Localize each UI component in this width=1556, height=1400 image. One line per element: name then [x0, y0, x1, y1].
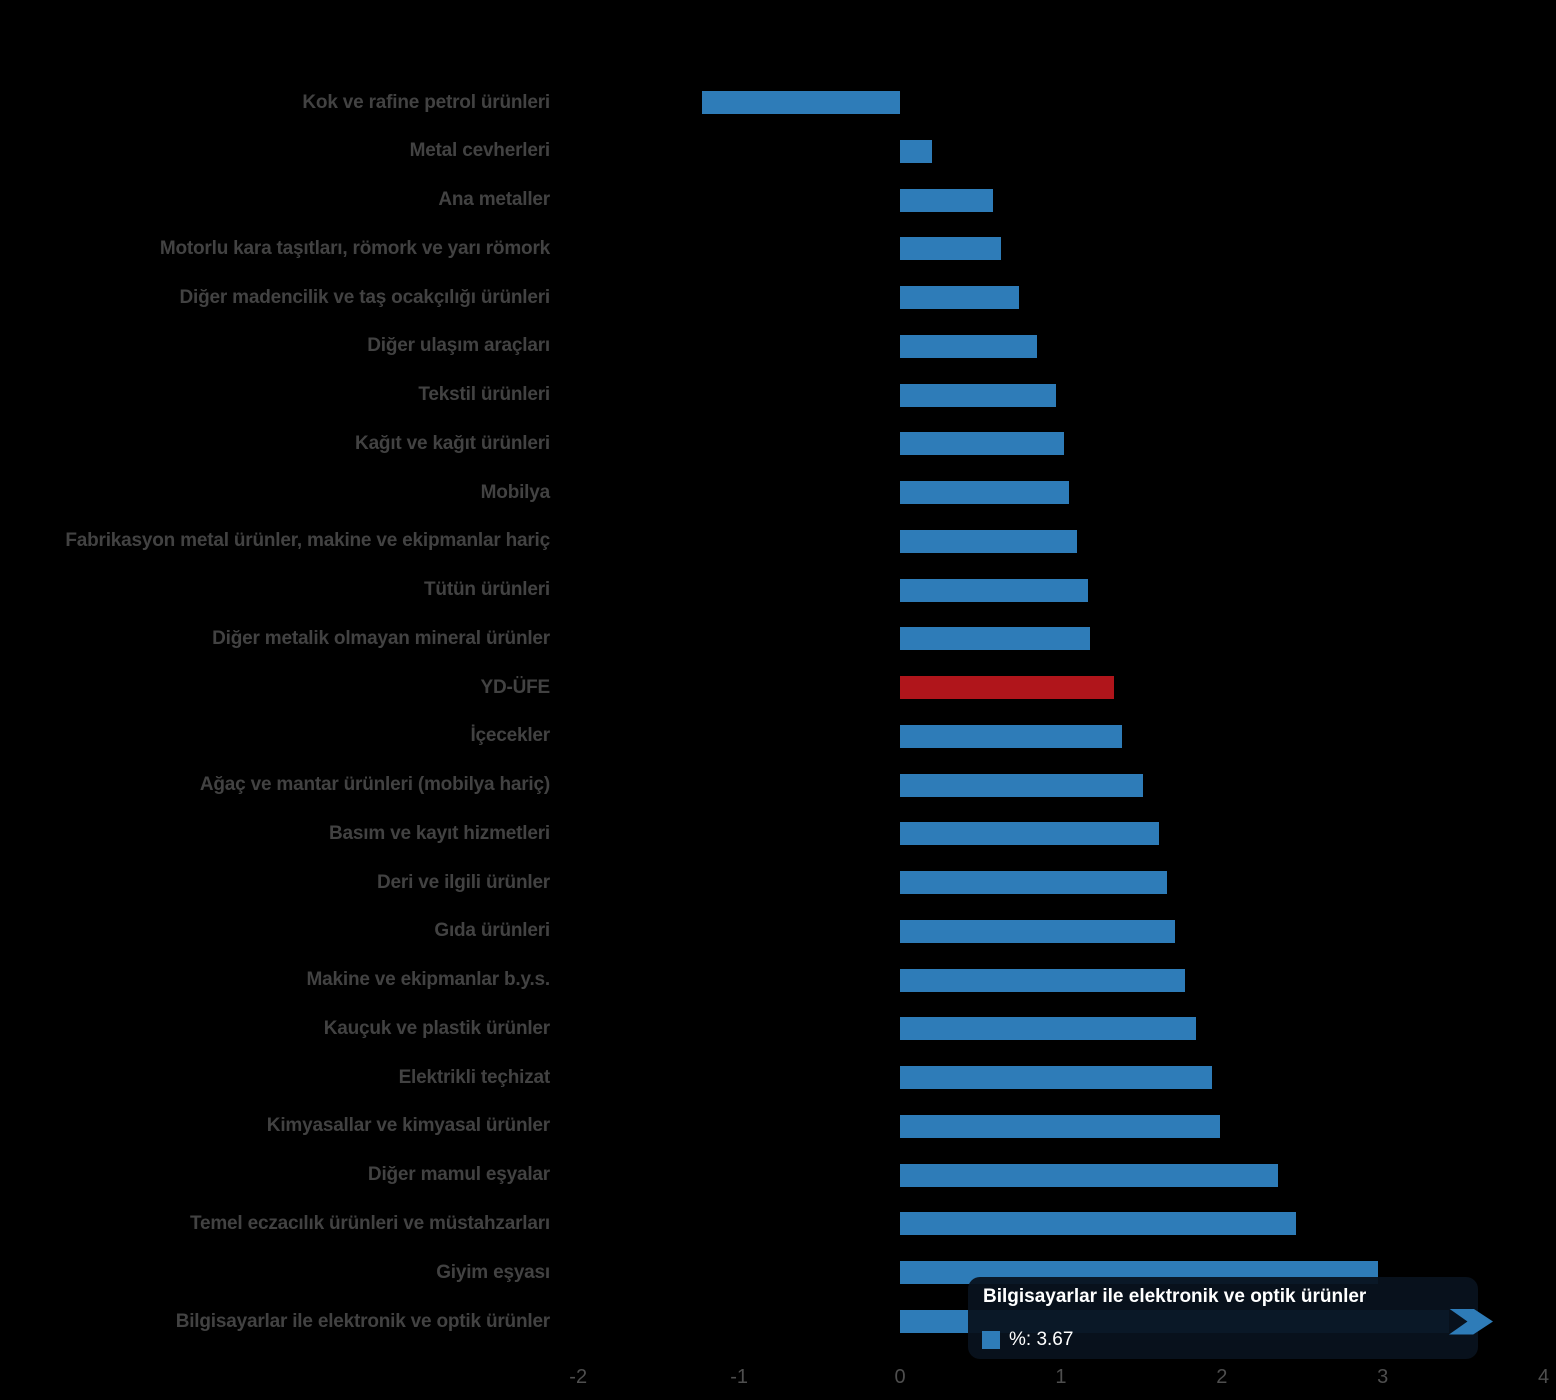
category-label-15: Basım ve kayıt hizmetleri — [329, 822, 550, 844]
category-label-10: Tütün ürünleri — [424, 579, 550, 601]
category-label-12: YD-ÜFE — [480, 676, 550, 698]
category-label-8: Mobilya — [480, 481, 551, 503]
bar-23[interactable] — [900, 1212, 1296, 1236]
bar-14[interactable] — [900, 773, 1143, 797]
bar-7[interactable] — [900, 432, 1065, 456]
bar-6[interactable] — [900, 383, 1057, 407]
category-label-20: Elektrikli teçhizat — [398, 1066, 551, 1088]
category-label-1: Metal cevherleri — [409, 140, 551, 162]
category-label-0: Kok ve rafine petrol ürünleri — [302, 91, 550, 113]
category-label-22: Diğer mamul eşyalar — [367, 1164, 550, 1186]
category-label-6: Tekstil ürünleri — [418, 384, 550, 406]
category-label-16: Deri ve ilgili ürünler — [377, 871, 550, 893]
bar-8[interactable] — [900, 481, 1069, 505]
category-label-11: Diğer metalik olmayan mineral ürünler — [212, 627, 550, 649]
bar-4[interactable] — [900, 286, 1020, 310]
tooltip-value-row: %: 3.67 — [982, 1329, 1073, 1351]
category-label-2: Ana metaller — [438, 189, 550, 211]
category-label-4: Diğer madencilik ve taş ocakçılığı ürünl… — [179, 286, 551, 308]
bar-1[interactable] — [900, 139, 933, 163]
category-label-7: Kağıt ve kağıt ürünleri — [355, 432, 550, 454]
category-label-24: Giyim eşyası — [436, 1261, 550, 1283]
x-tick-0: 0 — [894, 1366, 906, 1388]
category-label-18: Makine ve ekipmanlar b.y.s. — [306, 969, 551, 991]
category-label-21: Kimyasallar ve kimyasal ürünler — [266, 1115, 550, 1137]
bar-15[interactable] — [900, 822, 1160, 846]
category-label-3: Motorlu kara taşıtları, römork ve yarı r… — [159, 237, 550, 259]
bar-18[interactable] — [900, 968, 1185, 992]
category-label-25: Bilgisayarlar ile elektronik ve optik ür… — [175, 1310, 551, 1332]
bar-11[interactable] — [900, 627, 1090, 651]
x-tick-1: 1 — [1055, 1366, 1067, 1388]
x-tick--2: -2 — [569, 1366, 588, 1388]
bar-10[interactable] — [900, 578, 1089, 602]
category-label-9: Fabrikasyon metal ürünler, makine ve eki… — [65, 530, 550, 552]
bar-17[interactable] — [900, 919, 1176, 943]
tooltip-legend-swatch — [982, 1331, 1000, 1349]
category-label-17: Gıda ürünleri — [434, 920, 550, 942]
category-label-13: İçecekler — [470, 725, 550, 747]
x-tick-4: 4 — [1538, 1366, 1550, 1388]
x-tick-3: 3 — [1377, 1366, 1389, 1388]
bar-20[interactable] — [900, 1066, 1213, 1090]
bar-5[interactable] — [900, 334, 1037, 358]
bar-21[interactable] — [900, 1114, 1221, 1138]
bar-19[interactable] — [900, 1017, 1197, 1041]
category-label-23: Temel eczacılık ürünleri ve müstahzarlar… — [190, 1212, 550, 1234]
bar-13[interactable] — [900, 724, 1123, 748]
tooltip-title: Bilgisayarlar ile elektronik ve optik ür… — [983, 1286, 1367, 1307]
x-tick-2: 2 — [1216, 1366, 1228, 1388]
tooltip: Bilgisayarlar ile elektronik ve optik ür… — [968, 1277, 1478, 1359]
bar-9[interactable] — [900, 529, 1077, 553]
category-label-5: Diğer ulaşım araçları — [367, 335, 550, 357]
bar-3[interactable] — [900, 237, 1002, 261]
x-tick--1: -1 — [730, 1366, 748, 1388]
bar-16[interactable] — [900, 871, 1168, 895]
category-label-14: Ağaç ve mantar ürünleri (mobilya hariç) — [199, 774, 550, 796]
bar-2[interactable] — [900, 188, 994, 212]
tooltip-value: %: 3.67 — [1009, 1329, 1074, 1350]
bar-12[interactable] — [900, 676, 1114, 700]
bar-22[interactable] — [900, 1163, 1279, 1187]
bar-0[interactable] — [702, 91, 900, 114]
category-label-19: Kauçuk ve plastik ürünler — [323, 1017, 550, 1039]
